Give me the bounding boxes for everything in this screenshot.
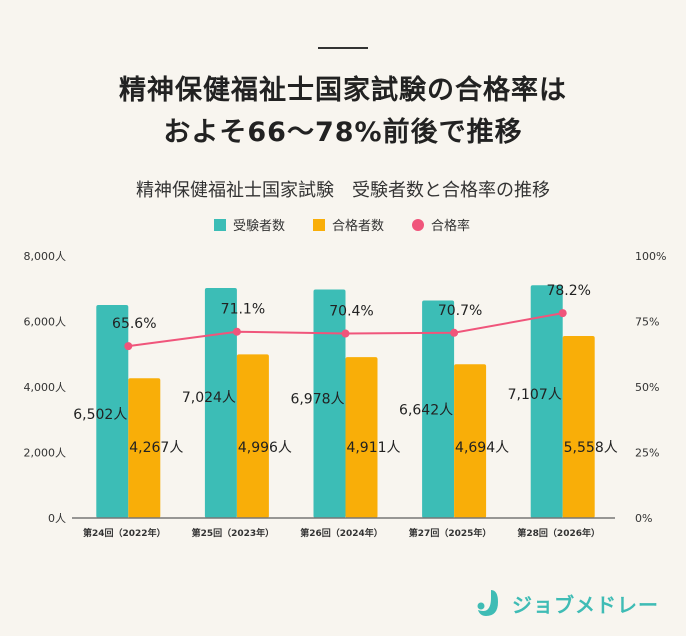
bar-examinees (530, 285, 563, 518)
label-examinees: 6,978人 (290, 391, 344, 407)
bar-examinees (96, 305, 129, 518)
category-label: 第28回（2026年） (517, 527, 600, 539)
rate-point (124, 342, 133, 351)
legend-swatch-0 (214, 219, 226, 231)
label-passers: 4,694人 (455, 440, 509, 456)
logo-mark-icon (477, 590, 498, 616)
left-tick-label: 2,000人 (24, 447, 67, 460)
right-tick-label: 0% (635, 512, 652, 525)
left-tick-label: 6,000人 (24, 316, 67, 329)
label-examinees: 7,024人 (182, 390, 236, 406)
rate-point (341, 329, 350, 338)
rate-label: 71.1% (221, 302, 265, 318)
left-tick-label: 0人 (48, 512, 66, 525)
label-passers: 4,267人 (129, 440, 183, 456)
left-tick-label: 4,000人 (24, 381, 67, 394)
bar-passers (454, 364, 487, 518)
left-tick-label: 8,000人 (24, 250, 67, 263)
rate-label: 70.7% (438, 303, 482, 319)
rate-point (232, 327, 241, 336)
rate-point (558, 309, 567, 318)
bar-passers (128, 378, 161, 518)
bar-passers (236, 354, 269, 518)
headline-line-1: 精神保健福祉士国家試験の合格率は (119, 75, 567, 106)
bar-examinees (422, 300, 455, 518)
jobmedley-logo: ジョブメドレー (476, 588, 659, 618)
bar-examinees (204, 287, 237, 518)
rate-label: 78.2% (546, 283, 590, 299)
label-passers: 4,911人 (346, 440, 400, 456)
right-tick-label: 100% (635, 250, 666, 263)
category-label: 第27回（2025年） (409, 527, 492, 539)
legend-label: 合格率 (431, 218, 470, 234)
chart: 受験者数 合格者数 合格率 0人 2,000人 4,000人 6,000人 8,000人 0% 2… (24, 218, 667, 539)
title-divider (318, 47, 368, 49)
label-passers: 5,558人 (564, 440, 618, 456)
right-tick-label: 25% (635, 447, 659, 460)
headline-line-2: およそ66～78%前後で推移 (163, 117, 523, 148)
rate-label: 70.4% (329, 304, 373, 320)
label-examinees: 7,107人 (508, 387, 562, 403)
legend-label: 受験者数 (233, 219, 285, 234)
label-examinees: 6,502人 (73, 407, 127, 423)
bar-examinees (313, 289, 346, 518)
category-label: 第25回（2023年） (192, 527, 275, 539)
category-label: 第26回（2024年） (300, 527, 383, 539)
legend-swatch-1 (313, 219, 325, 231)
right-tick-label: 75% (635, 316, 659, 329)
label-examinees: 6,642人 (399, 402, 453, 418)
chart-title: 精神保健福祉士国家試験 受験者数と合格率の推移 (136, 180, 550, 201)
right-tick-label: 50% (635, 381, 659, 394)
logo-text: ジョブメドレー (512, 592, 659, 617)
legend-label: 合格者数 (332, 218, 384, 234)
label-passers: 4,996人 (238, 440, 292, 456)
bar-passers (345, 357, 378, 518)
bar-passers (562, 335, 595, 518)
rate-label: 65.6% (112, 316, 156, 332)
rate-point (450, 328, 459, 337)
legend-swatch-2 (412, 219, 424, 231)
category-label: 第24回（2022年） (83, 527, 166, 539)
